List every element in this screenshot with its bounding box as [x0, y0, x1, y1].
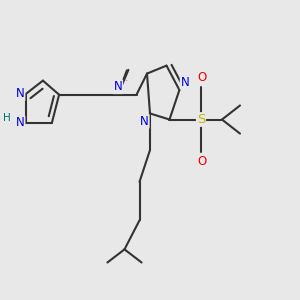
Text: N: N — [16, 87, 25, 100]
Text: N: N — [16, 116, 25, 129]
Text: S: S — [197, 113, 205, 126]
Text: N: N — [113, 80, 122, 93]
Text: m: m — [126, 80, 128, 81]
Text: O: O — [197, 155, 206, 168]
Text: N: N — [140, 115, 149, 128]
Text: O: O — [197, 71, 206, 84]
Text: H: H — [3, 113, 11, 123]
Text: N: N — [181, 76, 189, 88]
